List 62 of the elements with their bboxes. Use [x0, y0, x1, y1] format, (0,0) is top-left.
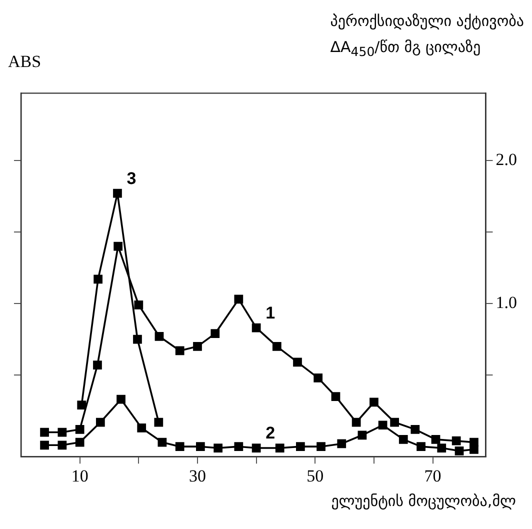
x-tick-label: 50	[306, 466, 324, 486]
x-tick-label: 30	[188, 466, 206, 486]
point	[40, 428, 49, 437]
point	[175, 442, 184, 452]
point	[193, 342, 202, 351]
point	[58, 440, 67, 450]
point	[316, 442, 326, 452]
point	[370, 398, 378, 407]
y-tick-label: 1.0	[496, 292, 517, 312]
point	[114, 242, 123, 251]
point	[275, 444, 284, 452]
point	[390, 418, 399, 427]
point	[452, 436, 461, 446]
y-axis-title: ABS	[8, 52, 42, 72]
point	[252, 323, 261, 332]
point	[94, 274, 102, 284]
point	[454, 446, 464, 456]
point	[331, 392, 340, 401]
series-label: 2	[266, 424, 276, 443]
point	[134, 300, 144, 310]
point	[410, 424, 420, 434]
point	[75, 438, 84, 447]
y-tick-label: 2.0	[496, 150, 517, 169]
point	[154, 332, 164, 341]
point	[58, 428, 67, 437]
x-tick-label: 10	[71, 466, 88, 486]
point	[116, 394, 126, 404]
point	[470, 438, 478, 447]
point	[133, 334, 142, 344]
point	[296, 442, 305, 452]
point	[234, 294, 244, 304]
point	[252, 444, 261, 452]
point	[96, 418, 105, 427]
y2-axis-title: პეროქსიდაზული აქტივობა ΔA$_{450}$/წთ მგ ცილაზე	[330, 11, 524, 61]
point	[431, 434, 440, 444]
point	[234, 442, 244, 452]
point	[93, 360, 102, 370]
point	[154, 418, 164, 427]
point	[210, 329, 220, 338]
point	[293, 358, 302, 367]
point	[314, 373, 323, 382]
point	[416, 442, 426, 452]
point	[398, 434, 408, 444]
point	[113, 188, 122, 198]
series-label: 1	[266, 304, 276, 323]
point	[196, 442, 205, 452]
x-tick-label: 70	[424, 466, 442, 486]
point	[137, 424, 146, 432]
point	[437, 444, 446, 452]
point	[175, 346, 184, 356]
point	[77, 400, 86, 410]
point	[352, 418, 361, 427]
point	[75, 424, 84, 434]
point	[378, 420, 388, 430]
point	[272, 342, 282, 351]
series-label: 3	[126, 169, 136, 188]
point	[158, 438, 167, 447]
x-axis-title: ელუენტის მოცულობა,მლ	[331, 492, 516, 510]
point	[358, 430, 367, 440]
point	[337, 439, 346, 448]
point	[214, 444, 223, 452]
point	[40, 440, 49, 450]
